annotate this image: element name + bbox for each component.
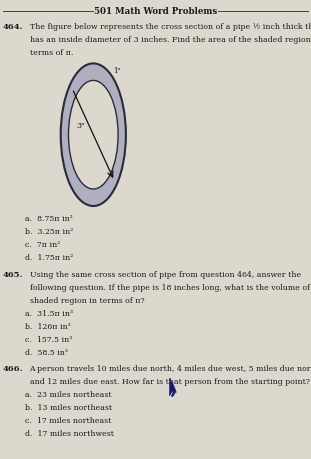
Text: b.  126π in³: b. 126π in³ <box>25 322 71 330</box>
Text: 501 Math Word Problems: 501 Math Word Problems <box>94 7 217 16</box>
Text: shaded region in terms of π?: shaded region in terms of π? <box>30 297 144 304</box>
Text: a.  8.75π in²: a. 8.75π in² <box>25 215 73 223</box>
Text: b.  3.25π in²: b. 3.25π in² <box>25 228 73 235</box>
Text: d.  58.5 in³: d. 58.5 in³ <box>25 348 68 356</box>
Text: A person travels 10 miles due north, 4 miles due west, 5 miles due north,: A person travels 10 miles due north, 4 m… <box>30 364 311 372</box>
Text: 466.: 466. <box>3 364 24 372</box>
Text: Using the same cross section of pipe from question 464, answer the: Using the same cross section of pipe fro… <box>30 271 301 279</box>
Text: The figure below represents the cross section of a pipe ½ inch thick that: The figure below represents the cross se… <box>30 23 311 31</box>
Text: a.  31.5π in³: a. 31.5π in³ <box>25 309 73 317</box>
Text: d.  1.75π in²: d. 1.75π in² <box>25 253 73 261</box>
Text: c.  157.5 in³: c. 157.5 in³ <box>25 335 72 343</box>
Text: terms of π.: terms of π. <box>30 49 73 56</box>
Text: c.  7π in²: c. 7π in² <box>25 241 60 248</box>
Text: c.  17 miles northeast: c. 17 miles northeast <box>25 416 111 424</box>
Text: 464.: 464. <box>3 23 24 31</box>
Ellipse shape <box>68 81 118 190</box>
Text: following question. If the pipe is 18 inches long, what is the volume of the: following question. If the pipe is 18 in… <box>30 284 311 291</box>
Text: 1": 1" <box>113 67 121 75</box>
Text: has an inside diameter of 3 inches. Find the area of the shaded region in: has an inside diameter of 3 inches. Find… <box>30 36 311 44</box>
Polygon shape <box>169 379 176 397</box>
Text: 465.: 465. <box>3 271 24 279</box>
Text: and 12 miles due east. How far is that person from the starting point?: and 12 miles due east. How far is that p… <box>30 377 309 385</box>
Text: 3": 3" <box>77 122 85 130</box>
Ellipse shape <box>61 64 126 207</box>
Text: d.  17 miles northwest: d. 17 miles northwest <box>25 429 114 437</box>
Text: b.  13 miles northeast: b. 13 miles northeast <box>25 403 112 411</box>
Text: a.  23 miles northeast: a. 23 miles northeast <box>25 390 112 398</box>
